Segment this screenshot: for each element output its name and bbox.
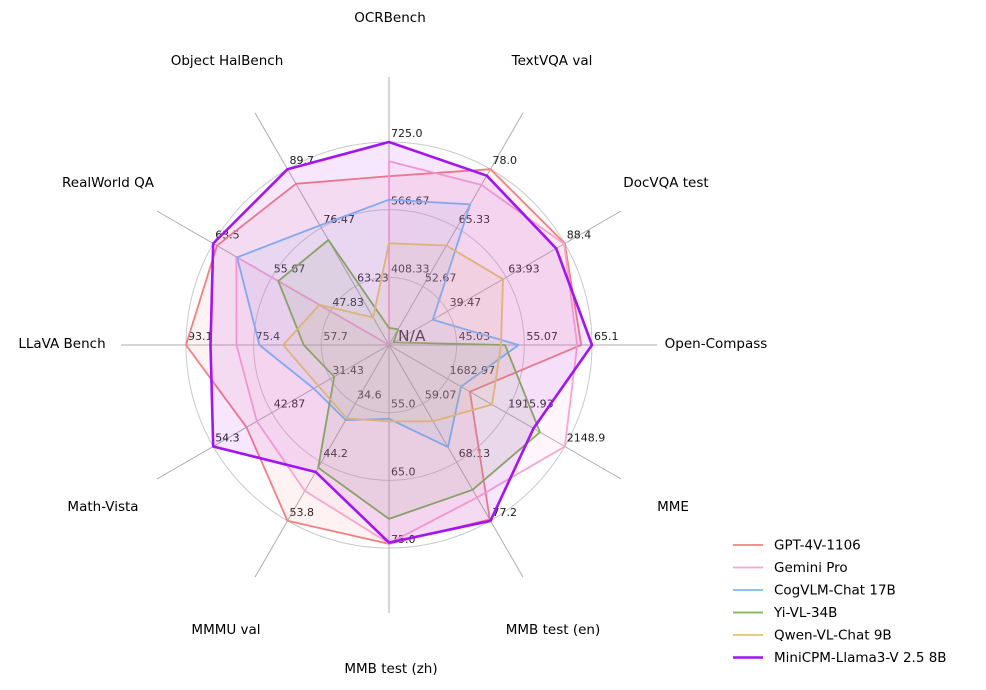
axis-label-realworld-qa: RealWorld QA [62,175,155,191]
tick-label-docvqa-test-2: 39.47 [450,296,482,309]
radar-tick-labels: 725.0566.67408.3378.065.3352.6788.463.93… [188,127,619,546]
tick-label-math-vista-1: 42.87 [274,398,306,411]
legend-label-yi-vl-34b: Yi-VL-34B [773,605,837,621]
grid-spoke-docvqa-test [388,210,622,346]
tick-label-llava-bench-0: 93.1 [188,330,213,343]
legend-label-minicpm-llama3-v-2-5-8b: MiniCPM-Llama3-V 2.5 8B [774,650,947,666]
tick-label-llava-bench-1: 75.4 [256,330,281,343]
tick-label-mmb-test-en-1: 68.13 [459,447,491,460]
radar-series [185,140,594,545]
tick-label-mmmu-val-1: 44.2 [323,447,348,460]
tick-label-textvqa-val-2: 52.67 [425,271,457,284]
axis-label-mmb-test-en: MMB test (en) [506,622,600,638]
tick-label-mmmu-val-0: 53.8 [290,506,315,519]
axis-label-object-halbench: Object HalBench [171,53,284,69]
tick-label-ocrbench-0: 725.0 [391,127,423,140]
tick-label-mmb-test-en-2: 59.07 [425,389,457,402]
grid-spoke-mmb-test-en [388,344,524,578]
tick-label-mme-0: 2148.9 [567,432,606,445]
legend-label-gpt-4v-1106: GPT-4V-1106 [774,538,861,554]
legend-item-minicpm-llama3-v-2-5-8b: MiniCPM-Llama3-V 2.5 8B [733,650,947,666]
axis-label-mme: MME [657,499,689,515]
tick-label-llava-bench-2: 57.7 [323,330,348,343]
series-polygon-qwen-vl-chat-9b [282,242,504,423]
tick-label-realworld-qa-2: 47.83 [332,296,364,309]
center-na-label: N/A [398,327,426,345]
tick-label-textvqa-val-0: 78.0 [493,154,518,167]
tick-label-open-compass-0: 65.1 [594,330,619,343]
tick-label-docvqa-test-1: 63.93 [508,262,540,275]
tick-label-math-vista-2: 31.43 [332,364,364,377]
legend-item-gemini-pro: Gemini Pro [733,560,848,576]
grid-spoke-math-vista [156,344,390,480]
axis-label-textvqa-val: TextVQA val [511,53,593,69]
tick-label-mme-1: 1915.93 [508,398,554,411]
chart-legend: GPT-4V-1106 Gemini Pro CogVLM-Chat 17B Yi-V… [733,538,947,666]
legend-label-cogvlm-chat-17b: CogVLM-Chat 17B [774,583,896,599]
axis-label-mmmu-val: MMMU val [191,622,260,638]
tick-label-open-compass-1: 55.07 [526,330,558,343]
tick-label-mmb-test-zh-1: 65.0 [391,465,416,478]
grid-spoke-textvqa-val [388,112,524,346]
legend-label-qwen-vl-chat-9b: Qwen-VL-Chat 9B [774,628,892,644]
series-polygon-minicpm-llama3-v-2-5-8b [209,140,594,544]
axis-label-docvqa-test: DocVQA test [623,175,708,191]
legend-item-yi-vl-34b: Yi-VL-34B [733,605,837,621]
grid-spoke-mmmu-val [254,344,390,578]
tick-label-mmb-test-en-0: 77.2 [493,506,518,519]
grid-spoke-object-halbench [254,112,390,346]
tick-label-mme-2: 1682.97 [450,364,496,377]
axis-label-mmb-test-zh: MMB test (zh) [344,661,437,677]
radar-axis-titles: OCRBench TextVQA val DocVQA test Open-Compa… [18,10,767,677]
axis-label-ocrbench: OCRBench [354,10,426,26]
axis-label-llava-bench: LLaVA Bench [18,336,105,352]
tick-label-mmmu-val-2: 34.6 [357,389,382,402]
tick-label-math-vista-0: 54.3 [215,432,240,445]
tick-label-docvqa-test-0: 88.4 [567,229,592,242]
legend-item-gpt-4v-1106: GPT-4V-1106 [733,538,861,554]
series-polygon-cogvlm-chat-17b [236,198,520,449]
legend-label-gemini-pro: Gemini Pro [774,560,848,576]
legend-item-qwen-vl-chat-9b: Qwen-VL-Chat 9B [733,628,892,644]
axis-label-open-compass: Open-Compass [665,336,768,352]
axis-label-math-vista: Math-Vista [67,499,138,515]
legend-item-cogvlm-chat-17b: CogVLM-Chat 17B [733,583,896,599]
tick-label-open-compass-2: 45.03 [459,330,491,343]
grid-spoke-mme [388,344,622,480]
tick-label-mmb-test-zh-2: 55.0 [391,398,416,411]
tick-label-ocrbench-2: 408.33 [391,262,430,275]
